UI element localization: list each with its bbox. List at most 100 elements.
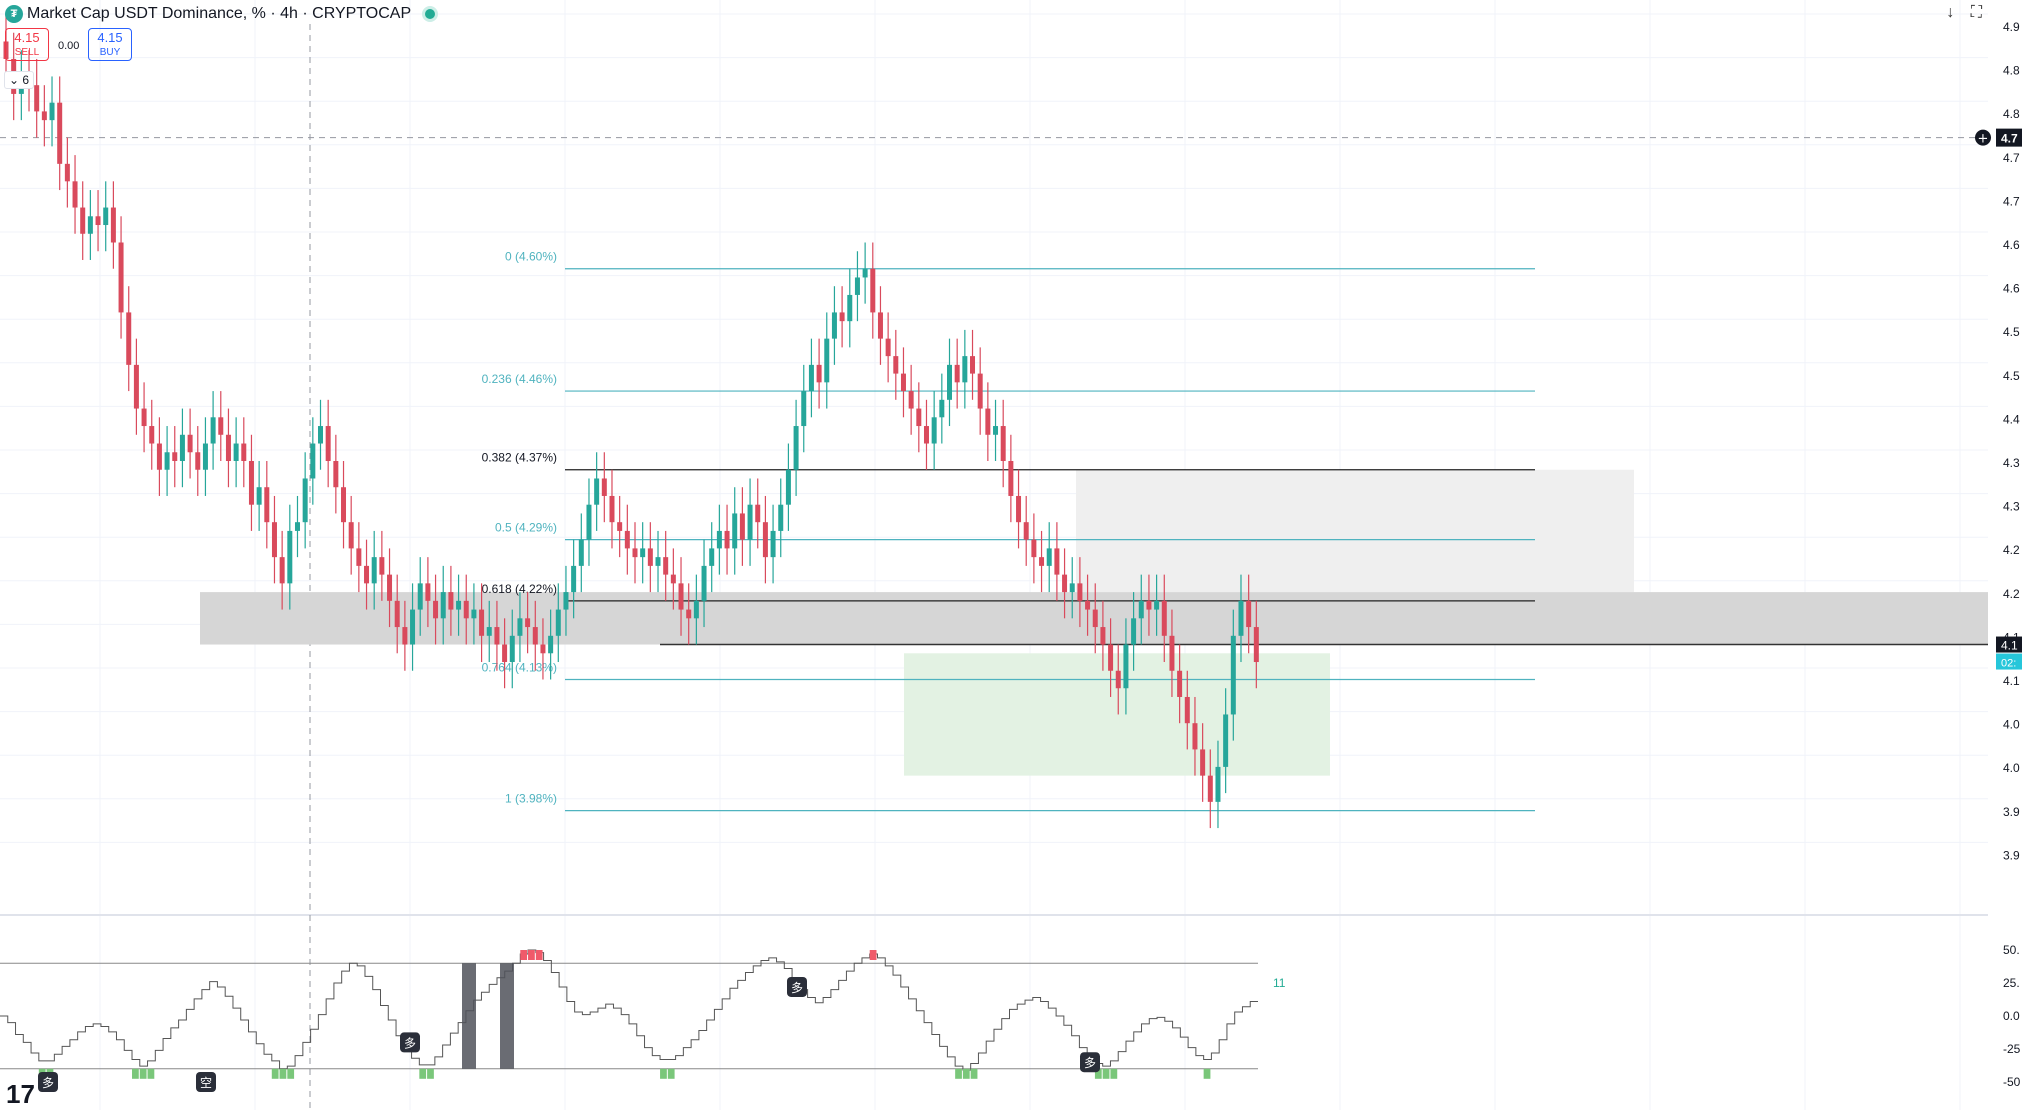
- price-tick-label: 4.7: [2003, 194, 2020, 208]
- candle-body: [900, 373, 906, 392]
- candle-body: [394, 600, 400, 628]
- osc-marker-label: 多: [791, 981, 803, 995]
- candle-body: [885, 338, 891, 357]
- candle-body: [210, 417, 216, 444]
- buy-button[interactable]: 4.15 BUY: [88, 28, 132, 61]
- candle-body: [149, 426, 155, 444]
- osc-marker: [38, 1072, 58, 1092]
- price-tick-label: 4.2: [2003, 543, 2020, 557]
- candle-body: [402, 627, 408, 645]
- candle-body: [548, 635, 554, 654]
- candle-body: [456, 600, 462, 610]
- tradingview-logo-icon[interactable]: 17: [6, 1079, 35, 1109]
- candle-body: [816, 364, 822, 383]
- price-axis: 4.9 4.8 4.8 4.7 4.7 4.6 4.6 4.5 4.5 4.4 4.3 4.3 4.2 4…: [1975, 0, 2022, 1110]
- candle-body: [264, 487, 270, 523]
- indicators-toggle[interactable]: ⌄ 6: [4, 71, 35, 89]
- candle-body: [410, 609, 416, 645]
- osc-line: [0, 949, 1258, 1071]
- fib-level-label: 0.382 (4.37%): [482, 451, 557, 465]
- candle-body: [387, 574, 393, 601]
- candle-body: [1069, 583, 1075, 593]
- candle-body: [325, 426, 331, 461]
- candle-body: [133, 364, 139, 409]
- sell-button[interactable]: 4.15 SELL: [5, 28, 49, 61]
- candles: [3, 15, 1259, 829]
- countdown-tag: [1996, 653, 2022, 670]
- candle-body: [1207, 775, 1213, 802]
- candle-body: [502, 644, 508, 663]
- price-tick-label: 4.4: [2003, 412, 2020, 426]
- candle-body: [1223, 714, 1229, 767]
- candle-body: [801, 391, 807, 427]
- candle-body: [333, 461, 339, 488]
- candle-body: [755, 504, 761, 523]
- candle-body: [732, 513, 738, 549]
- candle-body: [318, 426, 323, 444]
- price-tick-label: 4.1: [2003, 674, 2020, 688]
- symbol-title[interactable]: Market Cap USDT Dominance, % · 4h · CRYP…: [27, 5, 412, 22]
- osc-oversold-bar: [1094, 1068, 1102, 1079]
- candle-body: [302, 478, 308, 523]
- candle-body: [947, 364, 952, 400]
- candle-body: [1039, 557, 1045, 566]
- candle-body: [571, 565, 577, 593]
- candle-body: [233, 443, 239, 461]
- candle-body: [34, 85, 40, 112]
- candle-body: [709, 548, 715, 566]
- osc-oversold-bar: [1102, 1068, 1110, 1079]
- candle-body: [739, 513, 745, 540]
- candle-body: [778, 504, 784, 531]
- candle-body: [202, 443, 208, 470]
- sell-price: 4.15: [14, 30, 40, 45]
- osc-oversold-bar: [970, 1068, 978, 1079]
- sell-label: SELL: [14, 47, 40, 58]
- price-tick-label: 4.9: [2003, 20, 2020, 34]
- last-price-label: 4.1: [2001, 639, 2018, 653]
- osc-overbought-bar: [520, 950, 528, 960]
- candle-body: [1062, 574, 1068, 593]
- price-tick-label: 3.9: [2003, 805, 2020, 819]
- candle-body: [586, 504, 592, 540]
- osc-oversold-bar: [660, 1068, 667, 1079]
- candle-body: [617, 522, 623, 531]
- candle-body: [808, 364, 814, 392]
- fullscreen-icon[interactable]: ⛶: [1970, 4, 1982, 21]
- candle-body: [1000, 426, 1006, 461]
- price-tick-label: 4.8: [2003, 64, 2020, 78]
- candle-body: [248, 461, 254, 505]
- candle-body: [279, 557, 285, 584]
- osc-oversold-bar: [139, 1068, 147, 1079]
- plus-circle-glyph: +: [1978, 132, 1989, 147]
- osc-oversold-bar: [279, 1068, 287, 1079]
- candle-body: [847, 294, 853, 322]
- candle-body: [985, 408, 991, 435]
- osc-tick-label: 50.: [2003, 943, 2020, 957]
- candle-body: [532, 627, 538, 645]
- download-arrow-icon[interactable]: ↓: [1946, 4, 1955, 21]
- price-tick-label: 4.6: [2003, 282, 2020, 296]
- candle-body: [195, 452, 201, 470]
- candle-body: [118, 242, 124, 313]
- candle-body: [824, 338, 830, 383]
- candle-body: [310, 443, 316, 479]
- osc-signal-column: [462, 963, 476, 1069]
- candle-body: [41, 111, 47, 121]
- osc-oversold-bar: [287, 1068, 295, 1079]
- osc-oversold-bar: [962, 1068, 970, 1079]
- price-tick-label: 4.3: [2003, 500, 2020, 514]
- candle-body: [525, 618, 531, 628]
- fib-level-label: 0.5 (4.29%): [495, 521, 557, 535]
- candle-body: [663, 557, 669, 575]
- candle-body: [970, 356, 976, 374]
- candle-body: [540, 644, 546, 654]
- last-price-tag: [1996, 636, 2022, 653]
- osc-marker: [400, 1032, 420, 1053]
- candle-body: [256, 487, 262, 505]
- candle-body: [862, 268, 868, 278]
- osc-oversold-bar: [955, 1068, 962, 1079]
- candle-body: [555, 609, 561, 636]
- candle-body: [632, 548, 638, 558]
- candle-body: [993, 426, 999, 435]
